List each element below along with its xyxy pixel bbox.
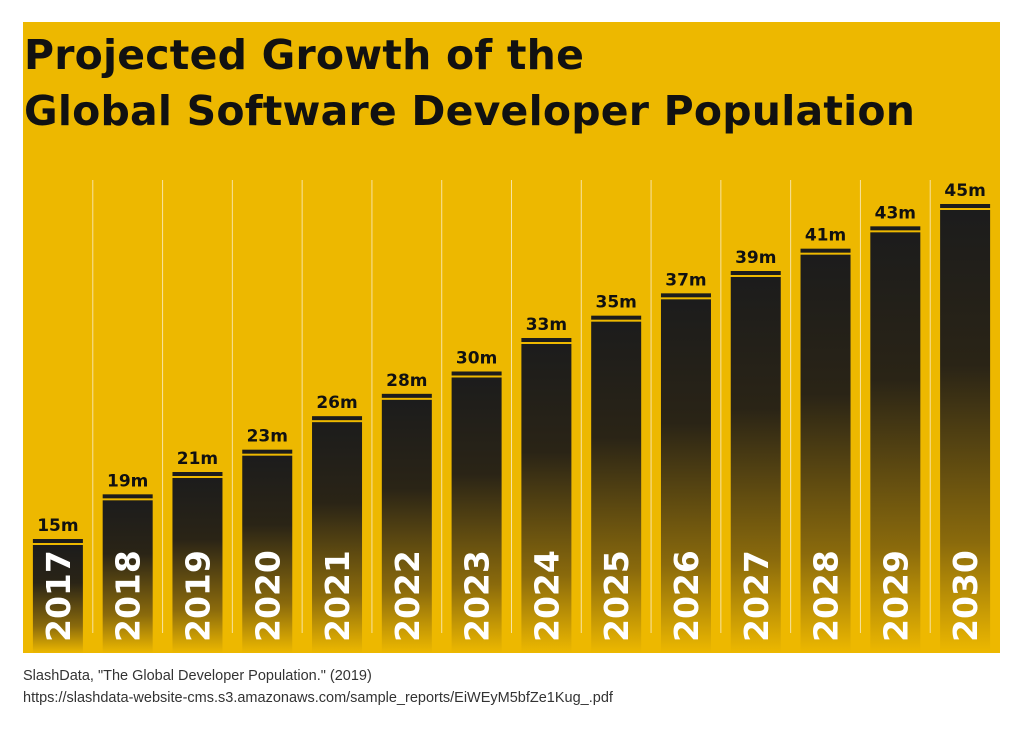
bar-cap xyxy=(870,226,921,231)
bar xyxy=(730,277,781,653)
bar-cap xyxy=(242,449,293,454)
tick-label: 2026 xyxy=(667,550,706,642)
bar-group-2024: 33m 2024 xyxy=(521,315,572,653)
bar-group-2020: 23m 2020 xyxy=(242,427,293,653)
tick-label: 2030 xyxy=(946,550,985,642)
bar xyxy=(870,232,921,654)
bar xyxy=(381,399,432,653)
tick-label: 2019 xyxy=(178,550,217,642)
bar xyxy=(242,455,293,653)
bar-cap xyxy=(172,472,223,476)
bar-cap xyxy=(660,293,711,298)
tick-label: 2023 xyxy=(458,550,497,642)
tick-label: 2021 xyxy=(318,550,357,642)
bar xyxy=(32,545,83,653)
source-line-1: SlashData, "The Global Developer Populat… xyxy=(23,668,372,684)
bar-cap xyxy=(381,393,432,398)
bar xyxy=(591,321,642,653)
bar-cap xyxy=(521,338,572,342)
bar xyxy=(102,500,153,653)
bar xyxy=(800,254,851,653)
bar-group-2019: 21m 2019 xyxy=(172,449,223,653)
chart-title-line-1: Projected Growth of the xyxy=(24,31,585,79)
bar-group-2017: 15m 2017 xyxy=(32,516,83,653)
bar xyxy=(312,422,363,653)
tick-label: 2024 xyxy=(527,550,566,642)
data-label: 21m xyxy=(177,449,218,469)
tick-label: 2017 xyxy=(39,550,78,642)
data-label: 19m xyxy=(107,471,148,491)
bar-cap xyxy=(800,248,851,253)
bar-cap xyxy=(32,539,83,543)
bar xyxy=(660,299,711,653)
bar-group-2021: 26m 2021 xyxy=(312,393,363,653)
data-label: 43m xyxy=(875,203,916,223)
bar xyxy=(521,344,572,653)
bar-cap xyxy=(940,204,991,208)
tick-label: 2027 xyxy=(737,550,776,642)
tick-label: 2022 xyxy=(388,550,427,642)
bar-group-2027: 39m 2027 xyxy=(730,248,781,653)
chart-title-line-2: Global Software Developer Population xyxy=(24,87,916,135)
data-label: 23m xyxy=(247,427,288,447)
bar-cap xyxy=(312,416,363,421)
source-citation: SlashData, "The Global Developer Populat… xyxy=(23,665,613,709)
bar-group-2029: 43m 2029 xyxy=(870,203,921,654)
bar-group-2022: 28m 2022 xyxy=(381,371,432,653)
tick-label: 2020 xyxy=(248,550,287,642)
data-label: 45m xyxy=(944,181,985,201)
data-label: 26m xyxy=(316,393,357,413)
data-label: 37m xyxy=(665,270,706,290)
tick-label: 2028 xyxy=(807,550,846,642)
bar xyxy=(451,377,502,653)
bar-cap xyxy=(730,271,781,275)
bar-cap xyxy=(591,315,642,320)
bar xyxy=(940,210,991,653)
data-label: 30m xyxy=(456,349,497,369)
bar-group-2023: 30m 2023 xyxy=(451,349,502,653)
bar xyxy=(172,478,223,653)
data-label: 35m xyxy=(595,293,636,313)
source-line-2: https://slashdata-website-cms.s3.amazona… xyxy=(23,690,613,706)
bar-group-2028: 41m 2028 xyxy=(800,226,851,653)
data-label: 41m xyxy=(805,226,846,246)
data-label: 33m xyxy=(526,315,567,335)
data-label: 28m xyxy=(386,371,427,391)
data-label: 15m xyxy=(37,516,78,536)
data-label: 39m xyxy=(735,248,776,268)
tick-label: 2029 xyxy=(876,550,915,642)
bar-group-2030: 45m 2030 xyxy=(940,181,991,653)
bar-group-2026: 37m 2026 xyxy=(660,270,711,653)
bar-group-2018: 19m 2018 xyxy=(102,471,153,653)
tick-label: 2025 xyxy=(597,550,636,642)
tick-label: 2018 xyxy=(109,550,148,642)
chart-title: Projected Growth of the Global Software … xyxy=(24,27,915,139)
bar-group-2025: 35m 2025 xyxy=(591,293,642,653)
bar-cap xyxy=(102,494,153,499)
bar-cap xyxy=(451,371,502,376)
